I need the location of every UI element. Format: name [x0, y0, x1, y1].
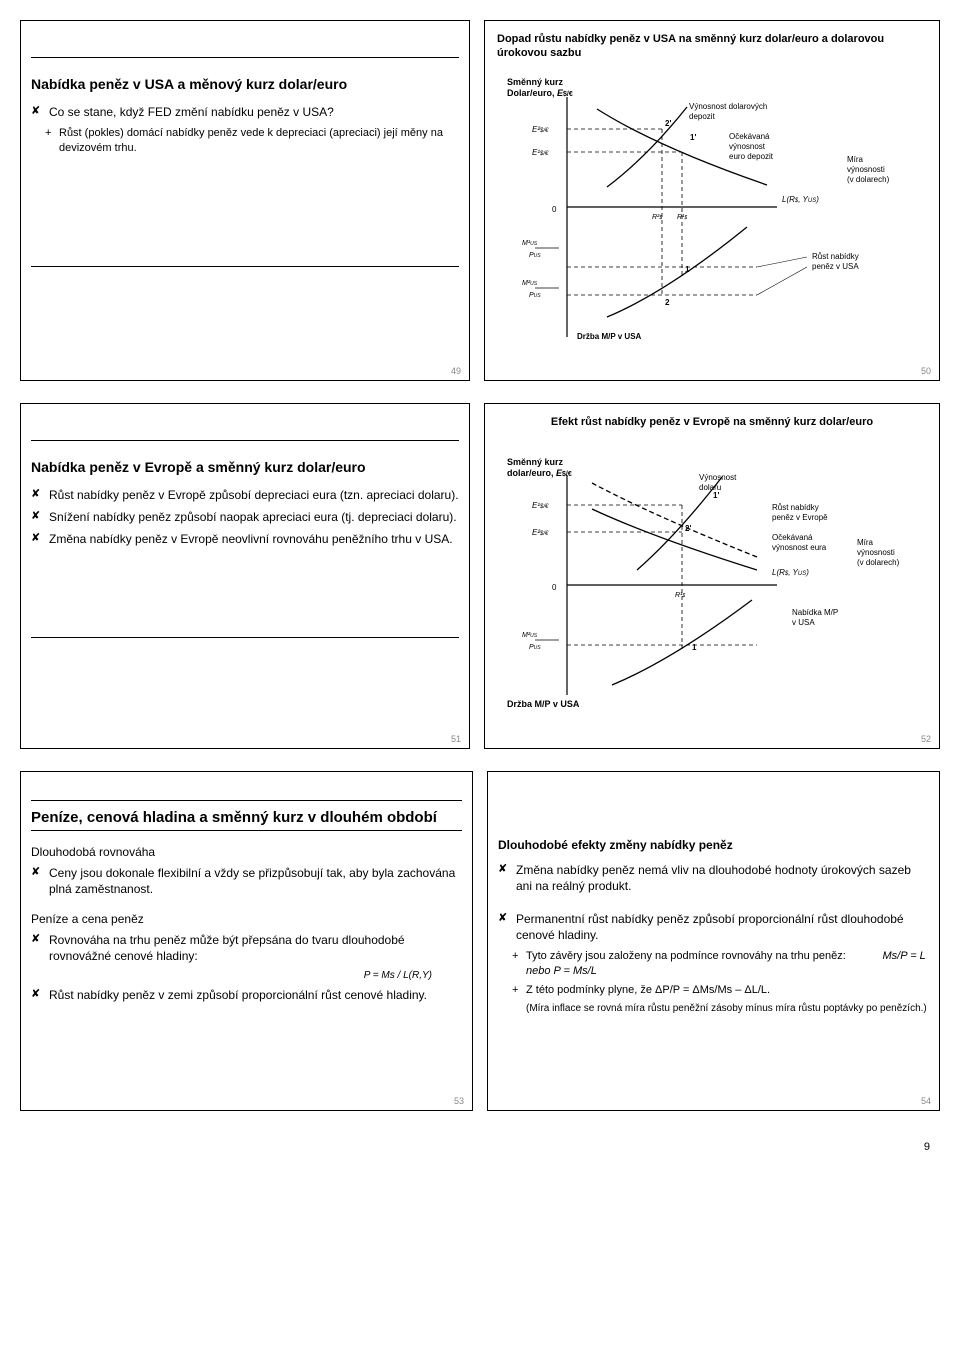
- note: (Míra inflace se rovná míra růstu peněžn…: [498, 1002, 929, 1015]
- divider: [31, 800, 462, 801]
- slide-number: 49: [451, 366, 461, 376]
- svg-text:1: 1: [685, 265, 690, 274]
- svg-text:Dolar/euro, E$/€: Dolar/euro, E$/€: [507, 88, 573, 98]
- svg-text:výnosnosti: výnosnosti: [857, 548, 895, 557]
- slide-number: 51: [451, 734, 461, 744]
- svg-text:E¹$/€: E¹$/€: [532, 501, 549, 510]
- svg-text:Míra: Míra: [857, 538, 874, 547]
- svg-text:R¹$: R¹$: [677, 214, 687, 221]
- svg-text:1: 1: [692, 643, 697, 652]
- svg-text:L(R$, YUS): L(R$, YUS): [782, 195, 819, 204]
- slide-title: Dlouhodobé efekty změny nabídky peněz: [498, 838, 929, 852]
- svg-text:Držba M/P v USA: Držba M/P v USA: [577, 332, 642, 341]
- divider: [31, 266, 459, 267]
- svg-text:Držba M/P v USA: Držba M/P v USA: [507, 699, 580, 709]
- svg-text:euro depozit: euro depozit: [729, 152, 774, 161]
- svg-text:PUS: PUS: [529, 292, 541, 299]
- svg-text:v USA: v USA: [792, 618, 815, 627]
- svg-text:Růst nabídky: Růst nabídky: [812, 252, 859, 261]
- svg-text:výnosnost eura: výnosnost eura: [772, 543, 827, 552]
- slide-54: Dlouhodobé efekty změny nabídky peněz Zm…: [487, 771, 940, 1111]
- svg-text:R¹$: R¹$: [675, 592, 685, 599]
- svg-text:Směnný kurz: Směnný kurz: [507, 457, 564, 467]
- svg-text:E²$/€: E²$/€: [532, 125, 549, 134]
- slide-title: Peníze, cenová hladina a směnný kurz v d…: [31, 809, 462, 826]
- slide-52: Efekt růst nabídky peněz v Evropě na smě…: [484, 403, 940, 750]
- diagram-europe-money: Směnný kurz dolar/euro, E$/€ E¹$/€ E²$/€…: [497, 435, 927, 715]
- svg-text:2: 2: [665, 298, 670, 307]
- bullet: Snížení nabídky peněz způsobí naopak apr…: [31, 509, 459, 525]
- svg-text:(v dolarech): (v dolarech): [847, 175, 890, 184]
- svg-text:1': 1': [690, 133, 696, 142]
- equation: P = Ms / L(R,Y): [31, 970, 462, 981]
- diagram-title: Efekt růst nabídky peněz v Evropě na smě…: [497, 416, 927, 430]
- page-footer: 9: [20, 1141, 940, 1153]
- divider: [31, 57, 459, 58]
- bullet: Ceny jsou dokonale flexibilní a vždy se …: [31, 865, 462, 897]
- svg-text:R²$: R²$: [652, 214, 662, 221]
- section-heading: Peníze a cena peněz: [31, 912, 462, 926]
- svg-text:PUS: PUS: [529, 644, 541, 651]
- svg-text:Očekávaná: Očekávaná: [772, 533, 813, 542]
- diagram-title: Dopad růstu nabídky peněz v USA na směnn…: [497, 33, 927, 61]
- slide-53: Peníze, cenová hladina a směnný kurz v d…: [20, 771, 473, 1111]
- divider: [31, 830, 462, 831]
- diagram-usa-money: Směnný kurz Dolar/euro, E$/€ E²$/€ E¹$/€…: [497, 67, 927, 347]
- svg-text:peněz v USA: peněz v USA: [812, 262, 859, 271]
- slide-number: 53: [454, 1096, 464, 1106]
- svg-text:M¹US: M¹US: [522, 240, 538, 247]
- slide-title: Nabídka peněz v Evropě a směnný kurz dol…: [31, 459, 459, 475]
- slide-row-1: Nabídka peněz v USA a měnový kurz dolar/…: [20, 20, 940, 381]
- slide-row-3: Peníze, cenová hladina a směnný kurz v d…: [20, 771, 940, 1111]
- svg-text:Míra: Míra: [847, 155, 864, 164]
- svg-text:2': 2': [685, 524, 691, 533]
- slide-title: Nabídka peněz v USA a měnový kurz dolar/…: [31, 76, 459, 92]
- svg-text:Očekávaná: Očekávaná: [729, 132, 770, 141]
- svg-text:M²US: M²US: [522, 280, 538, 287]
- svg-text:peněz v Evropě: peněz v Evropě: [772, 513, 828, 522]
- svg-text:M²US: M²US: [522, 632, 538, 639]
- slide-number: 54: [921, 1096, 931, 1106]
- svg-text:Růst nabídky: Růst nabídky: [772, 503, 819, 512]
- svg-text:0: 0: [552, 205, 557, 214]
- svg-text:(v dolarech): (v dolarech): [857, 558, 900, 567]
- slide-number: 52: [921, 734, 931, 744]
- divider: [31, 637, 459, 638]
- slide-51: Nabídka peněz v Evropě a směnný kurz dol…: [20, 403, 470, 750]
- svg-text:PUS: PUS: [529, 252, 541, 259]
- svg-text:E²$/€: E²$/€: [532, 528, 549, 537]
- bullet: Co se stane, když FED změní nabídku peně…: [31, 104, 459, 120]
- svg-text:výnosnosti: výnosnosti: [847, 165, 885, 174]
- sub-bullet: Tyto závěry jsou založeny na podmínce ro…: [498, 949, 929, 979]
- svg-text:2': 2': [665, 119, 671, 128]
- svg-text:Směnný kurz: Směnný kurz: [507, 77, 564, 87]
- bullet: Změna nabídky peněz nemá vliv na dlouhod…: [498, 862, 929, 894]
- bullet: Permanentní růst nabídky peněz způsobí p…: [498, 911, 929, 943]
- svg-text:výnosnost: výnosnost: [729, 142, 766, 151]
- svg-text:Výnosnost: Výnosnost: [699, 473, 737, 482]
- slide-row-2: Nabídka peněz v Evropě a směnný kurz dol…: [20, 403, 940, 750]
- divider: [31, 440, 459, 441]
- svg-text:1': 1': [713, 491, 719, 500]
- sub-bullet: Z této podmínky plyne, že ΔP/P = ΔMs/Ms …: [498, 983, 929, 998]
- bullet: Růst nabídky peněz v Evropě způsobí depr…: [31, 487, 459, 503]
- svg-text:dolar/euro, E$/€: dolar/euro, E$/€: [507, 468, 572, 478]
- svg-text:L(R$, YUS): L(R$, YUS): [772, 568, 809, 577]
- slide-49: Nabídka peněz v USA a měnový kurz dolar/…: [20, 20, 470, 381]
- bullet: Růst nabídky peněz v zemi způsobí propor…: [31, 987, 462, 1003]
- svg-text:Nabídka M/P: Nabídka M/P: [792, 608, 838, 617]
- svg-text:E¹$/€: E¹$/€: [532, 148, 549, 157]
- bullet: Rovnováha na trhu peněz může být přepsán…: [31, 932, 462, 964]
- section-heading: Dlouhodobá rovnováha: [31, 845, 462, 859]
- bullet: Změna nabídky peněz v Evropě neovlivní r…: [31, 531, 459, 547]
- svg-text:0: 0: [552, 583, 557, 592]
- svg-text:Výnosnost dolarových: Výnosnost dolarových: [689, 102, 767, 111]
- slide-50: Dopad růstu nabídky peněz v USA na směnn…: [484, 20, 940, 381]
- slide-number: 50: [921, 366, 931, 376]
- svg-text:depozit: depozit: [689, 112, 716, 121]
- sub-bullet: Růst (pokles) domácí nabídky peněz vede …: [31, 126, 459, 156]
